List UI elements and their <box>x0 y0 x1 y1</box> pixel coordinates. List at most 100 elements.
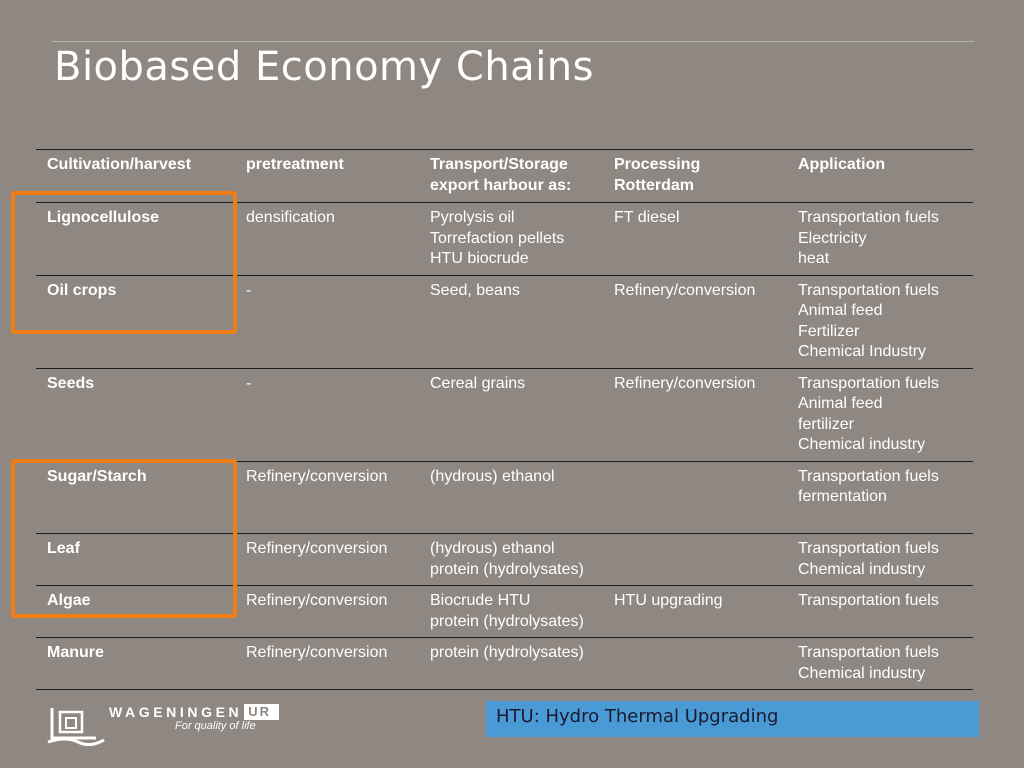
column-header: pretreatment <box>235 149 419 203</box>
htu-footnote: HTU: Hydro Thermal Upgrading <box>486 701 979 737</box>
source-cell: Algae <box>36 585 235 638</box>
column-header: Transport/Storage export harbour as: <box>419 149 603 203</box>
source-cell: Lignocellulose <box>36 202 235 276</box>
pretreatment-cell: - <box>235 368 419 462</box>
column-header: Application <box>787 149 973 203</box>
highlight-box-sugar-leaf-algae <box>11 459 237 618</box>
cell-line: Refinery/conversion <box>246 644 388 661</box>
application-cell: Transportation fuels Electricity heat <box>787 202 973 276</box>
column-header-line: export harbour as: <box>430 176 572 194</box>
cell-line: Refinery/conversion <box>614 374 756 392</box>
cell-line: Refinery/conversion <box>246 467 388 485</box>
logo-wordmark: WAGENINGEN UR <box>109 704 280 720</box>
column-header-line: pretreatment <box>246 156 344 173</box>
application-cell: Transportation fuels <box>787 585 973 638</box>
table-row: Sugar/Starch Refinery/conversion (hydrous)… <box>36 461 973 534</box>
footnote-text: HTU: Hydro Thermal Upgrading <box>496 706 779 727</box>
cell-line: Refinery/conversion <box>246 540 388 557</box>
cell-line: Refinery/conversion <box>614 281 756 299</box>
cell-line: (hydrous) ethanol <box>430 540 555 557</box>
logo-suffix-text: UR <box>244 704 280 720</box>
wageningen-ur-logo: WAGENINGEN UR For quality of life <box>46 700 316 750</box>
transport-cell: Biocrude HTU protein (hydrolysates) <box>419 585 603 638</box>
table-row: Seeds - Cereal grains Refinery/conversion Tr… <box>36 368 973 462</box>
cell-line: densification <box>246 209 335 226</box>
pretreatment-cell: Refinery/conversion <box>235 637 419 690</box>
cell-line: Cereal grains <box>430 374 526 392</box>
processing-cell: FT diesel <box>603 202 787 276</box>
table-row: Lignocellulose densification Pyrolysis oil… <box>36 202 973 276</box>
cell-line: Transportation fuels <box>798 209 939 226</box>
cell-line: protein (hydrolysates) <box>430 560 584 578</box>
cell-line: Chemical industry <box>798 560 926 578</box>
cell-line: heat <box>798 250 830 267</box>
cell-line: HTU biocrude <box>430 250 529 267</box>
column-header-line: Processing <box>614 156 701 173</box>
transport-cell: Seed, beans <box>419 275 603 369</box>
cell-line: fermentation <box>798 488 887 505</box>
cell-line: Transportation fuels <box>798 592 939 609</box>
cell-line: Chemical industry <box>798 436 926 453</box>
cell-line: Chemical industry <box>798 664 926 682</box>
processing-cell <box>603 533 787 586</box>
table-header-row: Cultivation/harvest pretreatment Transport… <box>36 149 973 203</box>
cell-line: fertilizer <box>798 415 855 433</box>
application-cell: Transportation fuels fermentation <box>787 461 973 534</box>
cell-line: Biocrude HTU <box>430 592 531 609</box>
cell-line: - <box>246 281 252 299</box>
pretreatment-cell: Refinery/conversion <box>235 585 419 638</box>
application-cell: Transportation fuels Animal feed Fertilize… <box>787 275 973 369</box>
cell-line: Animal feed <box>798 395 883 412</box>
table-body: Lignocellulose densification Pyrolysis oil… <box>36 202 973 690</box>
application-cell: Transportation fuels Chemical industry <box>787 637 973 690</box>
slide-title: Biobased Economy Chains <box>54 44 594 90</box>
source-cell: Seeds <box>36 368 235 462</box>
pretreatment-cell: densification <box>235 202 419 276</box>
processing-cell: HTU upgrading <box>603 585 787 638</box>
biobased-chains-table: Cultivation/harvest pretreatment Transport… <box>36 149 973 690</box>
column-header-line: Cultivation/harvest <box>47 156 192 173</box>
cell-line: Transportation fuels <box>798 540 939 557</box>
cell-line: protein (hydrolysates) <box>430 644 584 661</box>
transport-cell: protein (hydrolysates) <box>419 637 603 690</box>
cell-line: Seed, beans <box>430 281 520 299</box>
application-cell: Transportation fuels Animal feed fertilize… <box>787 368 973 462</box>
column-header-line: Rotterdam <box>614 176 695 194</box>
table-row: Algae Refinery/conversion Biocrude HTU prot… <box>36 585 973 638</box>
transport-cell: (hydrous) ethanol protein (hydrolysates) <box>419 533 603 586</box>
cell-line: Animal feed <box>798 302 883 319</box>
cell-line: Transportation fuels <box>798 467 939 485</box>
transport-cell: Cereal grains <box>419 368 603 462</box>
table-row: Manure Refinery/conversion protein (hydrol… <box>36 637 973 690</box>
cell-line: FT diesel <box>614 209 680 226</box>
table-row: Oil crops - Seed, beans Refinery/conversion… <box>36 275 973 369</box>
cell-line: Torrefaction pellets <box>430 229 565 247</box>
cell-line: - <box>246 374 252 392</box>
cell-line: Transportation fuels <box>798 644 939 661</box>
table-row: Leaf Refinery/conversion (hydrous) ethanol… <box>36 533 973 586</box>
pretreatment-cell: - <box>235 275 419 369</box>
source-cell: Leaf <box>36 533 235 586</box>
pretreatment-cell: Refinery/conversion <box>235 461 419 534</box>
cell-line: (hydrous) ethanol <box>430 467 555 485</box>
source-cell: Oil crops <box>36 275 235 369</box>
cell-line: Pyrolysis oil <box>430 209 515 226</box>
source-cell: Sugar/Starch <box>36 461 235 534</box>
cell-line: Electricity <box>798 229 867 247</box>
column-header-line: Transport/Storage <box>430 156 568 173</box>
processing-cell: Refinery/conversion <box>603 368 787 462</box>
column-header: Processing Rotterdam <box>603 149 787 203</box>
pretreatment-cell: Refinery/conversion <box>235 533 419 586</box>
processing-cell <box>603 461 787 534</box>
cell-line: protein (hydrolysates) <box>430 612 584 630</box>
logo-tagline: For quality of life <box>175 720 256 732</box>
column-header-line: Application <box>798 156 886 173</box>
cell-line: Transportation fuels <box>798 374 939 392</box>
processing-cell: Refinery/conversion <box>603 275 787 369</box>
cell-line: Transportation fuels <box>798 281 939 299</box>
source-cell: Manure <box>36 637 235 690</box>
title-divider <box>52 41 974 42</box>
cell-line: HTU upgrading <box>614 592 723 609</box>
application-cell: Transportation fuels Chemical industry <box>787 533 973 586</box>
cell-line: Fertilizer <box>798 322 860 340</box>
